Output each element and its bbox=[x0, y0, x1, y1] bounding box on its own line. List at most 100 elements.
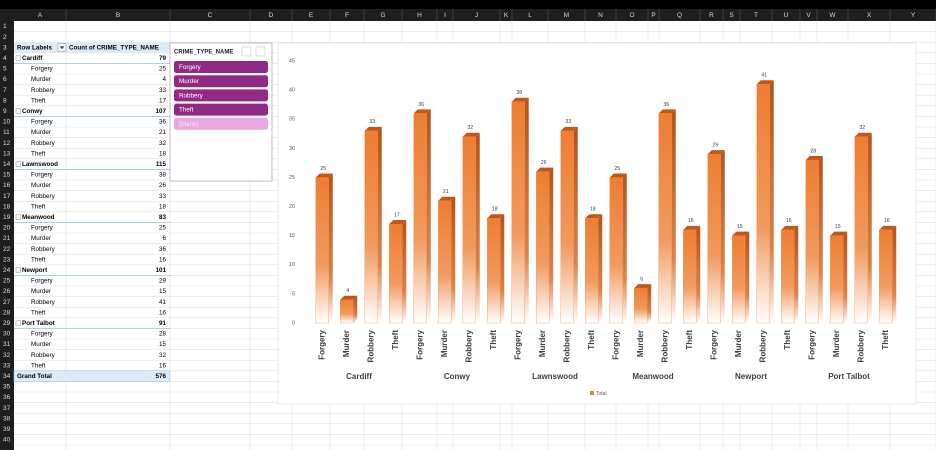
row-number: 8 bbox=[3, 97, 7, 104]
item-label: Forgery bbox=[31, 225, 54, 232]
data-label: 16 bbox=[688, 218, 694, 224]
bar bbox=[340, 299, 354, 324]
slicer-title: CRIME_TYPE_NAME bbox=[174, 50, 233, 56]
slicer-item[interactable] bbox=[174, 61, 268, 73]
collapse-button[interactable] bbox=[15, 214, 21, 220]
bar bbox=[536, 171, 550, 324]
multiselect-button[interactable] bbox=[241, 46, 252, 57]
data-label: 26 bbox=[541, 160, 547, 166]
x-tick-label: Theft bbox=[587, 330, 596, 350]
row-number: 35 bbox=[3, 384, 11, 391]
bar-side bbox=[745, 231, 750, 323]
row-number: 16 bbox=[3, 182, 11, 189]
item-label: Murder bbox=[31, 288, 51, 295]
row-number: 19 bbox=[3, 214, 11, 221]
x-tick-label: Forgery bbox=[709, 329, 718, 359]
row-number: 24 bbox=[3, 267, 11, 274]
collapse-button[interactable] bbox=[15, 267, 21, 273]
item-label: Robbery bbox=[31, 87, 56, 94]
bar bbox=[389, 223, 403, 324]
item-count: 32 bbox=[159, 352, 167, 359]
item-label: Robbery bbox=[31, 140, 56, 147]
group-count: 91 bbox=[159, 320, 167, 327]
bar-top bbox=[634, 284, 652, 289]
group-label: Conwy bbox=[22, 108, 43, 115]
collapse-button[interactable] bbox=[15, 108, 21, 114]
data-label: 41 bbox=[761, 73, 767, 79]
item-label: Forgery bbox=[31, 66, 54, 73]
slicer-item[interactable] bbox=[174, 103, 268, 116]
row-number: 13 bbox=[3, 150, 11, 157]
item-label: Murder bbox=[31, 182, 51, 189]
bar-side bbox=[892, 225, 897, 323]
data-label: 29 bbox=[712, 143, 718, 149]
bar-side bbox=[328, 173, 333, 323]
bar bbox=[634, 287, 648, 324]
slicer-item[interactable] bbox=[174, 75, 268, 88]
collapse-button[interactable] bbox=[15, 320, 21, 326]
data-label: 18 bbox=[492, 207, 498, 213]
bar-top bbox=[389, 220, 407, 225]
item-label: Murder bbox=[31, 76, 51, 83]
item-count: 15 bbox=[159, 341, 167, 348]
bar-top bbox=[315, 173, 333, 178]
group-label: Lawnswood bbox=[532, 372, 578, 381]
bar-top bbox=[732, 231, 750, 236]
group-count: 79 bbox=[159, 55, 167, 62]
item-label: Theft bbox=[31, 256, 46, 263]
collapse-button[interactable] bbox=[15, 55, 21, 61]
item-count: 38 bbox=[159, 172, 167, 179]
row-number: 23 bbox=[3, 256, 11, 263]
row-number: 2 bbox=[3, 34, 7, 41]
collapse-button[interactable] bbox=[15, 161, 21, 167]
y-tick-label: 10 bbox=[289, 262, 295, 268]
row-number: 20 bbox=[3, 225, 11, 232]
item-count: 16 bbox=[159, 362, 167, 369]
bar-top bbox=[364, 126, 382, 131]
row-number: 3 bbox=[3, 44, 7, 51]
column-letter: Q bbox=[677, 12, 682, 19]
group-count: 115 bbox=[156, 161, 167, 168]
item-label: Theft bbox=[31, 203, 46, 210]
column-letter: C bbox=[208, 12, 213, 19]
group-label: Newport bbox=[735, 372, 767, 381]
x-tick-label: Forgery bbox=[611, 329, 620, 359]
item-count: 6 bbox=[162, 235, 166, 242]
row-number: 12 bbox=[3, 140, 11, 147]
x-tick-label: Robbery bbox=[660, 329, 669, 362]
row-number: 28 bbox=[3, 309, 11, 316]
bar bbox=[781, 229, 795, 324]
x-tick-label: Theft bbox=[783, 330, 792, 350]
data-label: 36 bbox=[663, 102, 669, 108]
item-count: 36 bbox=[159, 119, 167, 126]
x-tick-label: Theft bbox=[881, 330, 890, 350]
clear-filter-button[interactable] bbox=[255, 46, 266, 57]
bar bbox=[413, 113, 427, 324]
row-number: 33 bbox=[3, 362, 11, 369]
y-tick-label: 20 bbox=[289, 204, 295, 210]
legend-swatch bbox=[590, 391, 594, 395]
bar bbox=[732, 235, 746, 324]
group-label: Meanwood bbox=[632, 372, 673, 381]
row-number: 32 bbox=[3, 352, 11, 359]
item-count: 33 bbox=[159, 193, 167, 200]
bar bbox=[511, 101, 525, 324]
y-tick-label: 30 bbox=[289, 146, 295, 152]
column-letter: Y bbox=[911, 12, 916, 19]
x-tick-label: Robbery bbox=[856, 329, 865, 362]
bar bbox=[756, 84, 770, 324]
column-letter: J bbox=[475, 12, 478, 19]
slicer-item[interactable] bbox=[174, 117, 268, 130]
bar-side bbox=[353, 295, 358, 323]
x-tick-label: Robbery bbox=[464, 329, 473, 362]
item-label: Forgery bbox=[31, 278, 54, 285]
bar-side bbox=[622, 173, 627, 323]
bar bbox=[830, 235, 844, 324]
item-label: Theft bbox=[31, 150, 46, 157]
pivot-header: Row Labels bbox=[17, 44, 52, 51]
slicer-item[interactable] bbox=[174, 89, 268, 102]
column-letter: W bbox=[829, 12, 836, 19]
y-tick-label: 5 bbox=[292, 291, 295, 297]
row-number: 14 bbox=[3, 161, 11, 168]
x-tick-label: Murder bbox=[538, 330, 547, 357]
